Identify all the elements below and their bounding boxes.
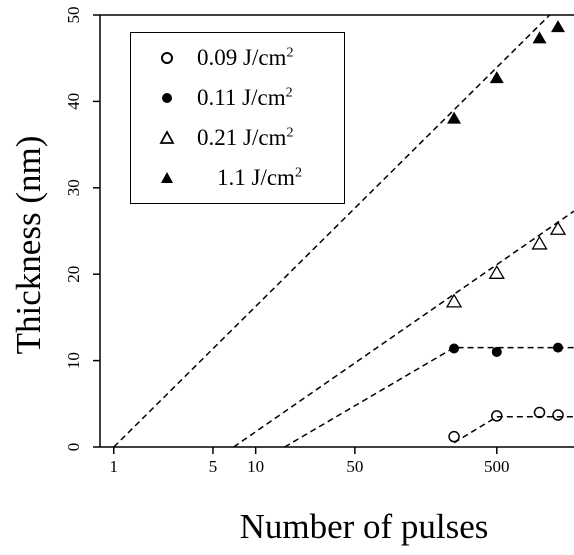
- open-circle-icon: [161, 52, 173, 64]
- legend-label: 0.21 J/cm2: [197, 125, 294, 150]
- y-axis-label: Thickness (nm): [9, 136, 48, 355]
- data-point: [551, 20, 565, 33]
- fit-line: [453, 416, 574, 444]
- x-ticks: 1 5 10 50 500: [110, 447, 510, 476]
- fit-line: [113, 14, 551, 448]
- data-point: [531, 235, 548, 250]
- legend-label: 0.11 J/cm2: [197, 85, 293, 110]
- data-point: [449, 343, 460, 354]
- legend-item-0.09: 0.09 J/cm2: [131, 43, 344, 73]
- legend-label: 1.1 J/cm2: [217, 165, 302, 190]
- data-points: [445, 20, 567, 443]
- data-point: [445, 293, 463, 308]
- open-triangle-icon: [159, 130, 175, 144]
- y-tick-label: 0: [64, 443, 83, 452]
- y-tick-label: 40: [64, 93, 83, 110]
- x-tick-label: 5: [209, 457, 218, 476]
- data-point: [552, 409, 564, 421]
- data-point: [533, 406, 546, 419]
- filled-circle-icon: [162, 93, 172, 103]
- data-point: [489, 71, 504, 84]
- y-ticks: 0 10 20 30 40 50: [64, 7, 100, 452]
- y-tick-label: 50: [64, 7, 83, 24]
- data-point: [491, 346, 502, 357]
- y-tick-label: 20: [64, 266, 83, 283]
- filled-triangle-icon: [161, 172, 173, 183]
- data-point: [447, 111, 462, 124]
- legend: 0.09 J/cm2 0.11 J/cm2 0.21 J/cm2 1.1 J/c…: [130, 32, 345, 204]
- legend-item-0.11: 0.11 J/cm2: [131, 83, 344, 113]
- x-tick-label: 10: [247, 457, 264, 476]
- data-point: [491, 410, 503, 422]
- data-point: [448, 430, 460, 443]
- axes: [99, 14, 574, 448]
- data-point: [488, 265, 505, 279]
- y-tick-label: 10: [64, 352, 83, 369]
- x-tick-label: 50: [346, 457, 363, 476]
- x-tick-label: 1: [110, 457, 119, 476]
- legend-item-0.21: 0.21 J/cm2: [131, 123, 344, 153]
- fit-line: [284, 346, 574, 448]
- x-axis-label: Number of pulses: [240, 507, 489, 546]
- legend-label: 0.09 J/cm2: [197, 45, 294, 70]
- fit-line: [233, 210, 574, 448]
- fit-lines: [113, 14, 574, 448]
- data-point: [532, 31, 547, 44]
- data-point: [549, 220, 567, 235]
- data-point: [553, 342, 563, 353]
- y-tick-label: 30: [64, 179, 83, 196]
- x-tick-label: 500: [484, 457, 510, 476]
- legend-item-1.1: 1.1 J/cm2: [131, 163, 344, 193]
